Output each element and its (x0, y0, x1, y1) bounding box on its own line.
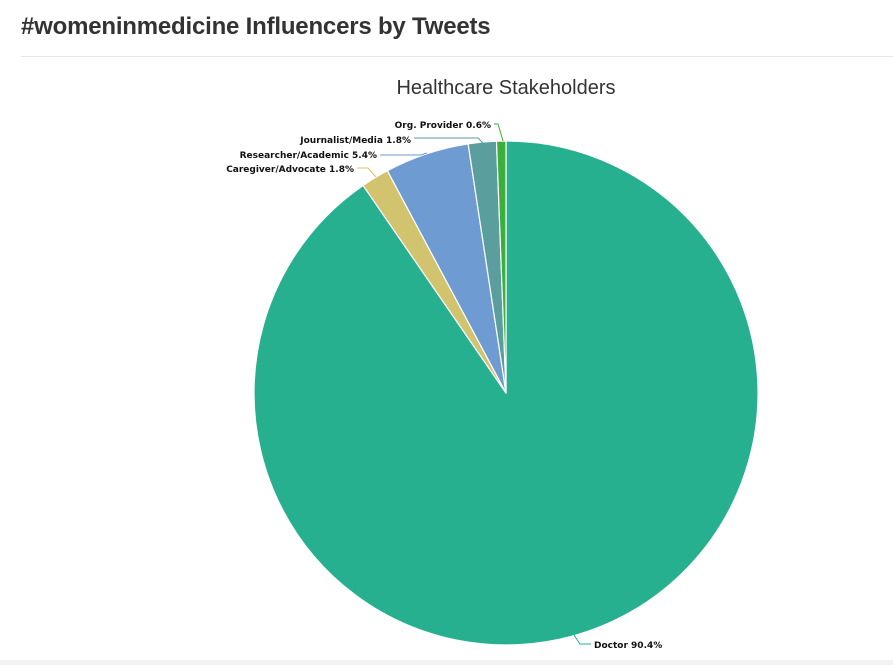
leader-line-journalist-media (414, 137, 484, 144)
slice-labels: Doctor 90.4% Caregiver/Advocate 1.8% Resea… (226, 121, 662, 651)
header-divider (21, 56, 893, 57)
pie-slices (253, 140, 759, 646)
bottom-strip (0, 660, 893, 665)
slice-label-doctor: Doctor 90.4% (594, 641, 662, 651)
slice-label-journalist-media: Journalist/Media 1.8% (299, 136, 411, 146)
leader-line-org-provider (494, 123, 504, 142)
page-title: #womeninmedicine Influencers by Tweets (21, 13, 491, 40)
slice-label-org-provider: Org. Provider 0.6% (395, 121, 491, 131)
leader-line-researcher-academic (380, 152, 428, 156)
leader-line-doctor (573, 634, 591, 645)
slice-label-researcher-academic: Researcher/Academic 5.4% (240, 151, 377, 161)
chart-title: Healthcare Stakeholders (396, 77, 615, 99)
slice-label-caregiver-advocate: Caregiver/Advocate 1.8% (226, 165, 354, 175)
label-leaders (357, 123, 591, 645)
leader-line-caregiver-advocate (357, 167, 377, 178)
pie-slice-org-provider[interactable] (495, 140, 507, 394)
